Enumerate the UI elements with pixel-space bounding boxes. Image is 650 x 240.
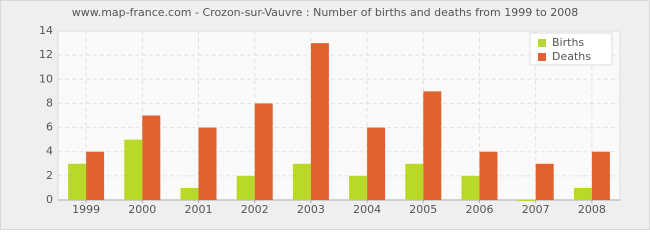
bar — [573, 187, 592, 200]
bar — [461, 175, 480, 200]
bar — [254, 103, 273, 200]
bar — [292, 163, 311, 200]
legend-label: Births — [552, 36, 584, 49]
bar — [349, 175, 368, 200]
bar — [367, 127, 386, 200]
bar — [479, 151, 498, 200]
x-tick-label: 2004 — [353, 203, 381, 216]
y-tick-label: 6 — [46, 121, 53, 134]
bar — [517, 200, 536, 201]
legend-label: Deaths — [552, 50, 591, 63]
x-tick-label: 2001 — [185, 203, 213, 216]
legend-swatch — [538, 39, 546, 47]
chart: www.map-france.com - Crozon-sur-Vauvre :… — [0, 0, 650, 230]
bar — [124, 139, 143, 200]
y-tick-label: 8 — [46, 96, 53, 109]
bar — [535, 163, 554, 200]
x-tick-label: 1999 — [72, 203, 100, 216]
x-tick-label: 2002 — [241, 203, 269, 216]
bar — [236, 175, 255, 200]
x-tick-label: 2005 — [409, 203, 437, 216]
bar — [68, 163, 87, 200]
x-tick-label: 2000 — [128, 203, 156, 216]
y-tick-label: 14 — [39, 24, 53, 37]
bar — [405, 163, 424, 200]
legend-swatch — [538, 53, 546, 61]
chart-title: www.map-france.com - Crozon-sur-Vauvre :… — [72, 6, 579, 19]
x-tick-label: 2003 — [297, 203, 325, 216]
bar — [310, 43, 329, 201]
x-tick-label: 2008 — [578, 203, 606, 216]
y-tick-label: 2 — [46, 169, 53, 182]
y-tick-label: 0 — [46, 193, 53, 206]
x-tick-label: 2007 — [522, 203, 550, 216]
bar — [423, 91, 442, 200]
bar — [198, 127, 217, 200]
bar — [86, 151, 105, 200]
y-tick-label: 4 — [46, 145, 53, 158]
bar — [180, 187, 199, 200]
y-tick-label: 10 — [39, 72, 53, 85]
y-tick-label: 12 — [39, 48, 53, 61]
bar — [591, 151, 610, 200]
x-tick-label: 2006 — [466, 203, 494, 216]
bar — [142, 115, 161, 200]
